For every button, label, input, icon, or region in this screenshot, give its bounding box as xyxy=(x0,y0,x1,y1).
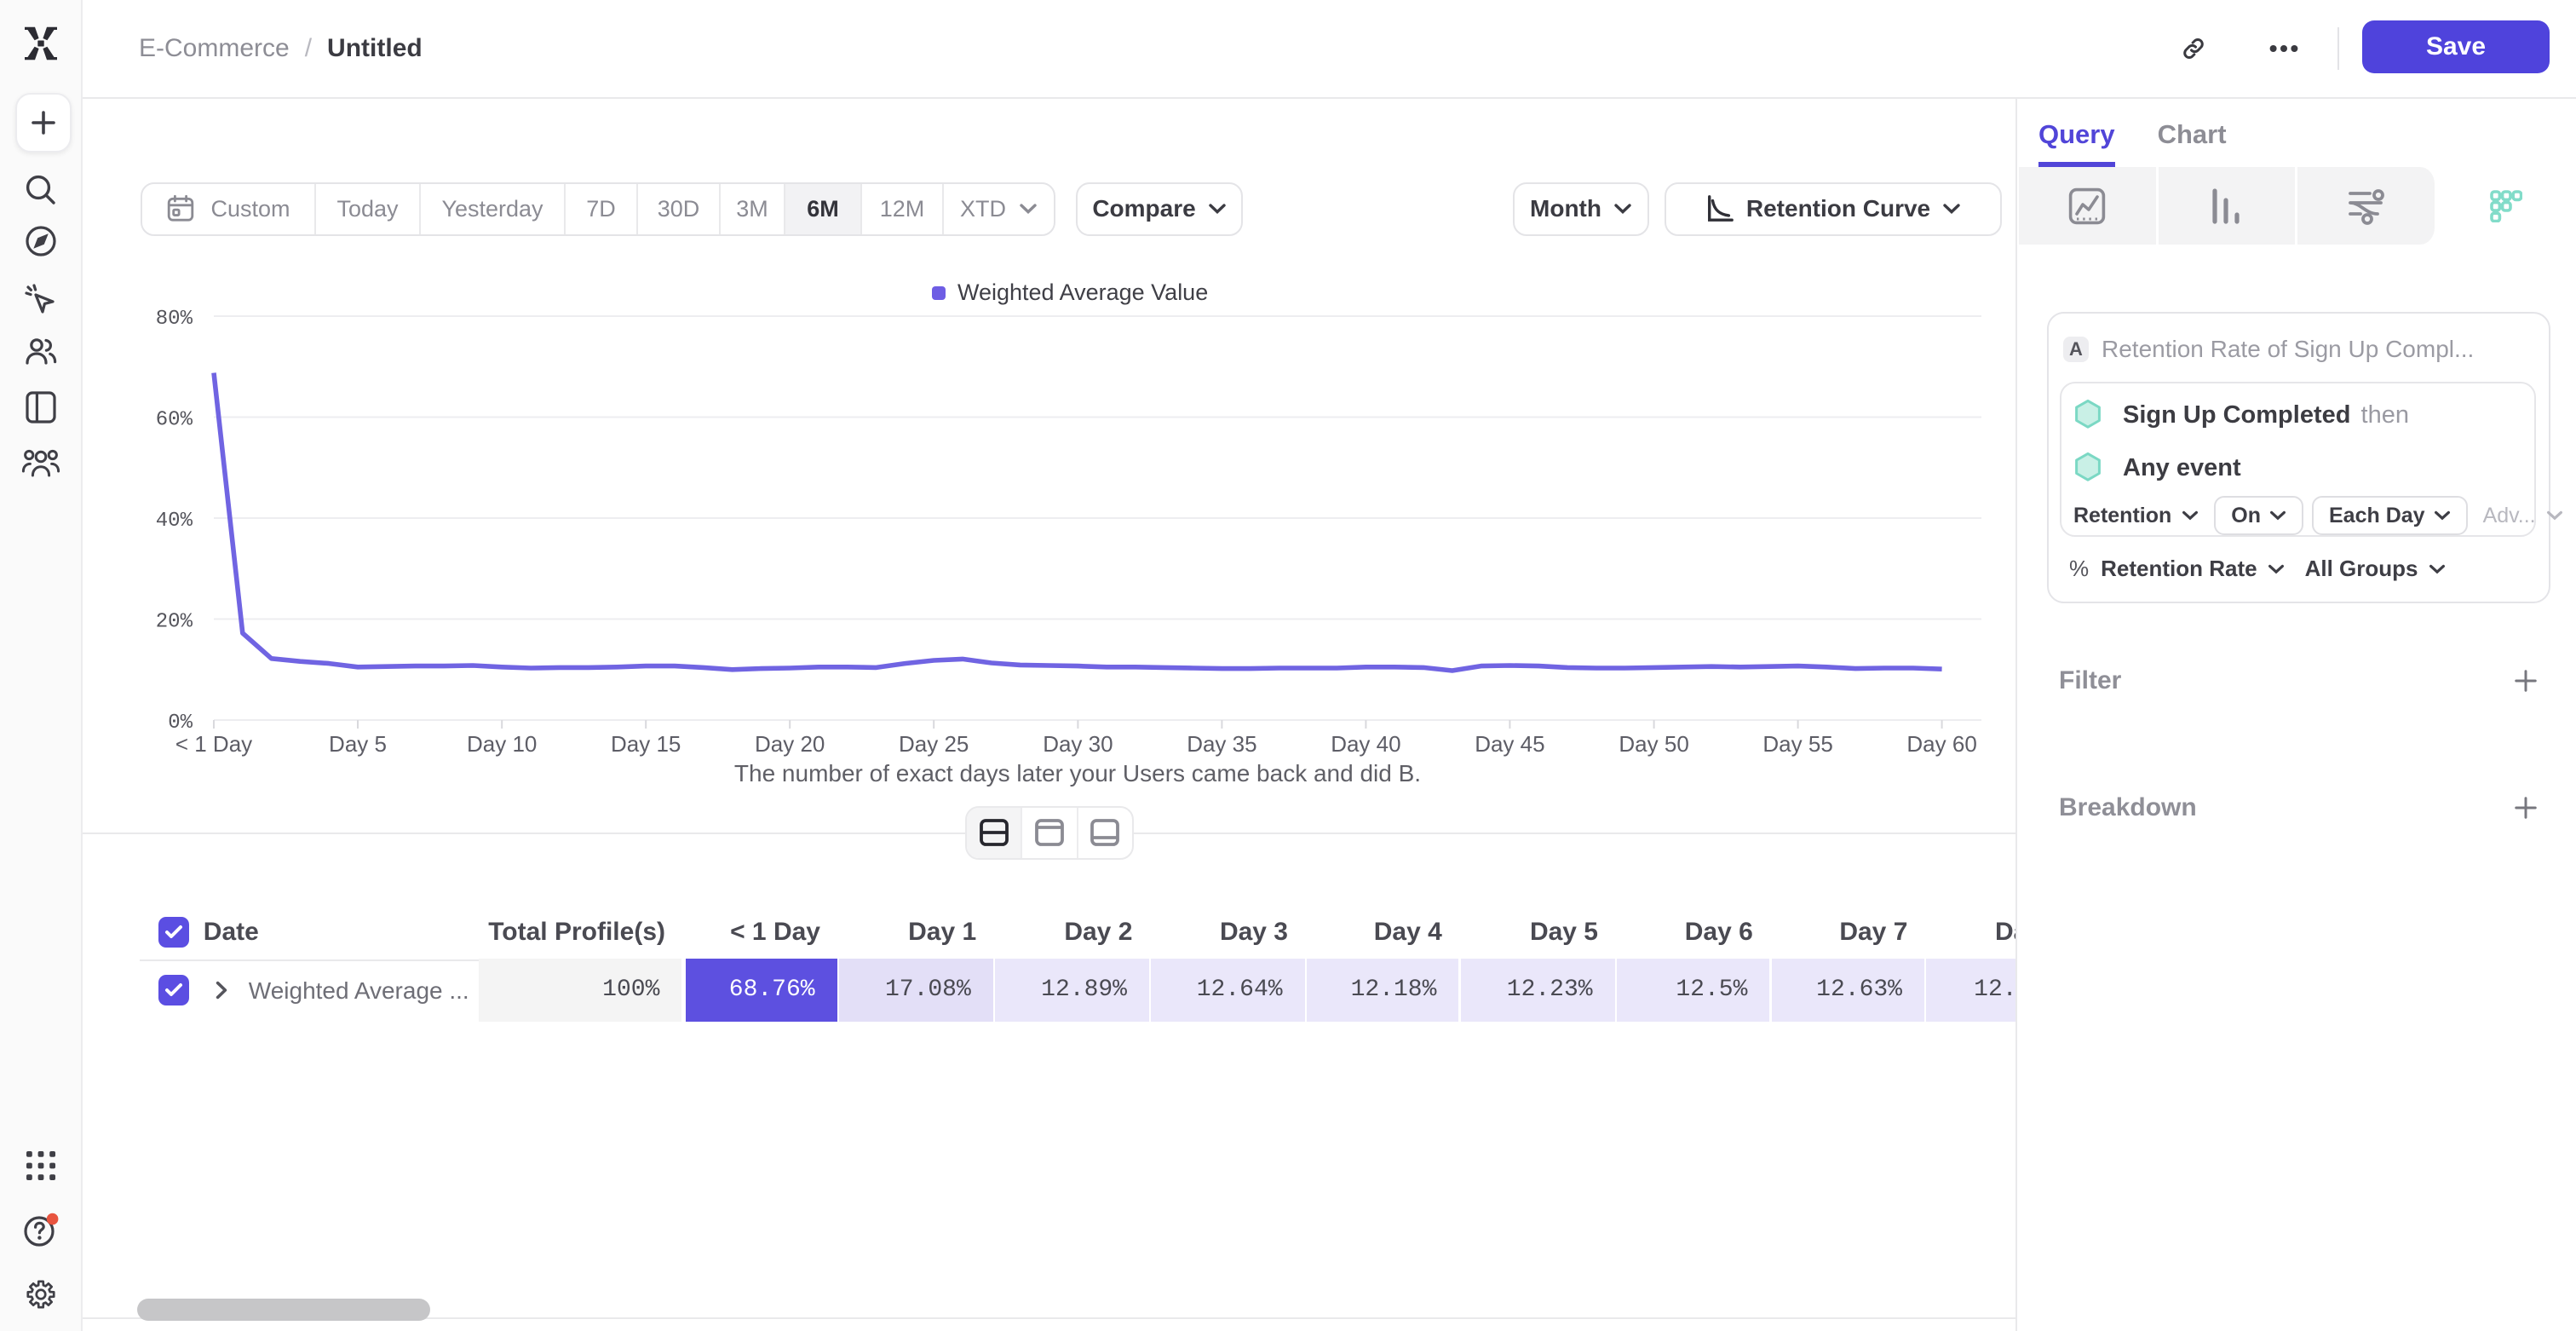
svg-text:60%: 60% xyxy=(156,409,193,432)
svg-text:40%: 40% xyxy=(156,510,193,533)
svg-text:20%: 20% xyxy=(156,611,193,634)
svg-text:0%: 0% xyxy=(168,712,193,735)
svg-text:80%: 80% xyxy=(156,308,193,331)
